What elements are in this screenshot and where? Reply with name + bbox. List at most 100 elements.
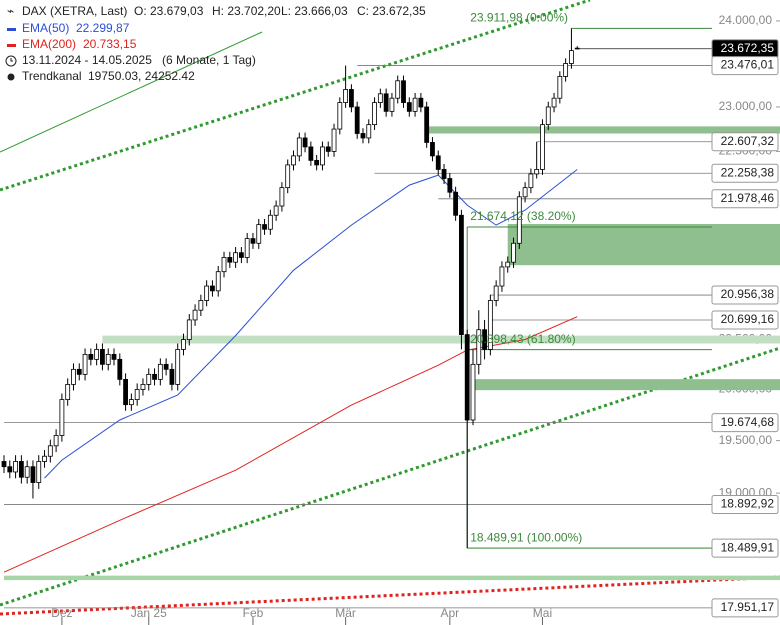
price-label: 22.607,32 xyxy=(721,134,775,148)
candle-body xyxy=(435,155,441,170)
candle-body xyxy=(123,378,128,406)
price-label: 19.674,68 xyxy=(721,415,775,429)
candle-body xyxy=(82,353,88,375)
candle-body xyxy=(487,300,493,350)
price-box xyxy=(711,495,779,515)
candle-body xyxy=(221,257,227,273)
clock-hands xyxy=(10,58,13,62)
price-box xyxy=(711,285,779,305)
price-label: 18.489,91 xyxy=(721,540,775,554)
x-tick-label: Mär xyxy=(335,606,356,620)
price-box xyxy=(711,413,779,433)
candle-body xyxy=(186,319,192,340)
candle-body xyxy=(198,300,204,311)
candle-body xyxy=(482,329,487,350)
candle-body xyxy=(59,399,65,436)
candle-body xyxy=(569,50,574,64)
candle-body xyxy=(192,309,198,321)
candle-body xyxy=(447,178,453,193)
channel-values: 19750.03, 24252.42 xyxy=(88,69,195,83)
trend-line xyxy=(0,31,263,153)
ohlc: C: 23.672,35 xyxy=(357,4,426,18)
candle-body xyxy=(204,285,210,301)
candle-body xyxy=(511,242,516,263)
candle-body xyxy=(291,155,296,166)
candle-body xyxy=(389,97,395,112)
price-box xyxy=(711,56,779,76)
candle-body xyxy=(563,63,569,77)
candle-body xyxy=(65,384,71,400)
candle-body xyxy=(395,80,401,99)
candle-body xyxy=(244,238,250,258)
background-layer: 24.000,0023.000,0022.500,0021.500,0020.5… xyxy=(3,13,780,625)
candle-body xyxy=(94,349,100,360)
price-label: 20.699,16 xyxy=(721,312,775,326)
x-tick-label: Apr xyxy=(440,606,459,620)
zone xyxy=(507,224,780,266)
candle-body xyxy=(53,435,59,447)
candle-body xyxy=(76,368,82,375)
candle-body xyxy=(157,363,163,380)
candle-body xyxy=(493,285,499,301)
candle-body xyxy=(383,93,389,112)
date-range: 13.11.2024 - 14.05.2025 xyxy=(22,53,152,67)
candle-body xyxy=(152,373,157,380)
candle-body xyxy=(267,214,273,230)
price-label: 21.978,46 xyxy=(721,191,775,205)
x-tick-label: Dez xyxy=(51,606,72,620)
candle-body xyxy=(574,47,580,50)
candle-body xyxy=(418,97,424,108)
candle-body xyxy=(360,133,366,139)
candle-body xyxy=(18,461,24,478)
candle-body xyxy=(181,339,186,350)
price-box xyxy=(711,163,779,183)
candle-body xyxy=(71,368,76,385)
candle-body xyxy=(545,106,551,126)
zone xyxy=(472,379,780,391)
clock-icon xyxy=(5,55,17,67)
price-box xyxy=(711,132,779,152)
candle-body xyxy=(441,169,447,179)
candle-body xyxy=(279,187,285,207)
candle-body xyxy=(325,146,331,152)
candle-body xyxy=(24,466,30,478)
price-label: 23.476,01 xyxy=(721,58,775,72)
ohlc: H: 23.702,20 xyxy=(212,4,281,18)
candle-body xyxy=(163,363,169,370)
candle-body xyxy=(534,169,540,175)
y-tick-label: 24.000,00 xyxy=(719,13,773,27)
legend-name: EMA(200) xyxy=(22,37,76,51)
candle-body xyxy=(377,93,383,103)
candle-body xyxy=(175,349,181,385)
candle-body xyxy=(273,205,279,216)
candle-body xyxy=(1,461,7,468)
candle-body xyxy=(453,191,459,216)
candle-body xyxy=(540,124,545,170)
price-box xyxy=(711,538,779,558)
candle-body xyxy=(354,106,360,134)
candle-body xyxy=(7,466,13,473)
zone xyxy=(102,335,780,344)
candle-body xyxy=(296,137,302,157)
candle-body xyxy=(308,146,314,161)
candle-body xyxy=(36,461,42,483)
candle-body xyxy=(88,353,94,360)
ohlc: O: 23.679,03 xyxy=(134,4,204,18)
candle-body xyxy=(250,238,256,244)
candle-body xyxy=(320,146,325,166)
candle-body xyxy=(522,187,528,198)
price-label: 17.951,17 xyxy=(721,600,775,614)
candle-body xyxy=(42,455,47,462)
icon: ⌁ xyxy=(7,4,14,18)
candle-body xyxy=(128,399,134,406)
candle-body xyxy=(516,196,522,244)
candle-body xyxy=(470,363,476,421)
candle-body xyxy=(406,102,412,112)
x-tick-label: Feb xyxy=(243,606,264,620)
ema-line xyxy=(44,169,578,479)
symbol: DAX (XETRA, Last) xyxy=(22,4,127,18)
candle-body xyxy=(372,102,377,126)
candle-body xyxy=(146,373,152,385)
